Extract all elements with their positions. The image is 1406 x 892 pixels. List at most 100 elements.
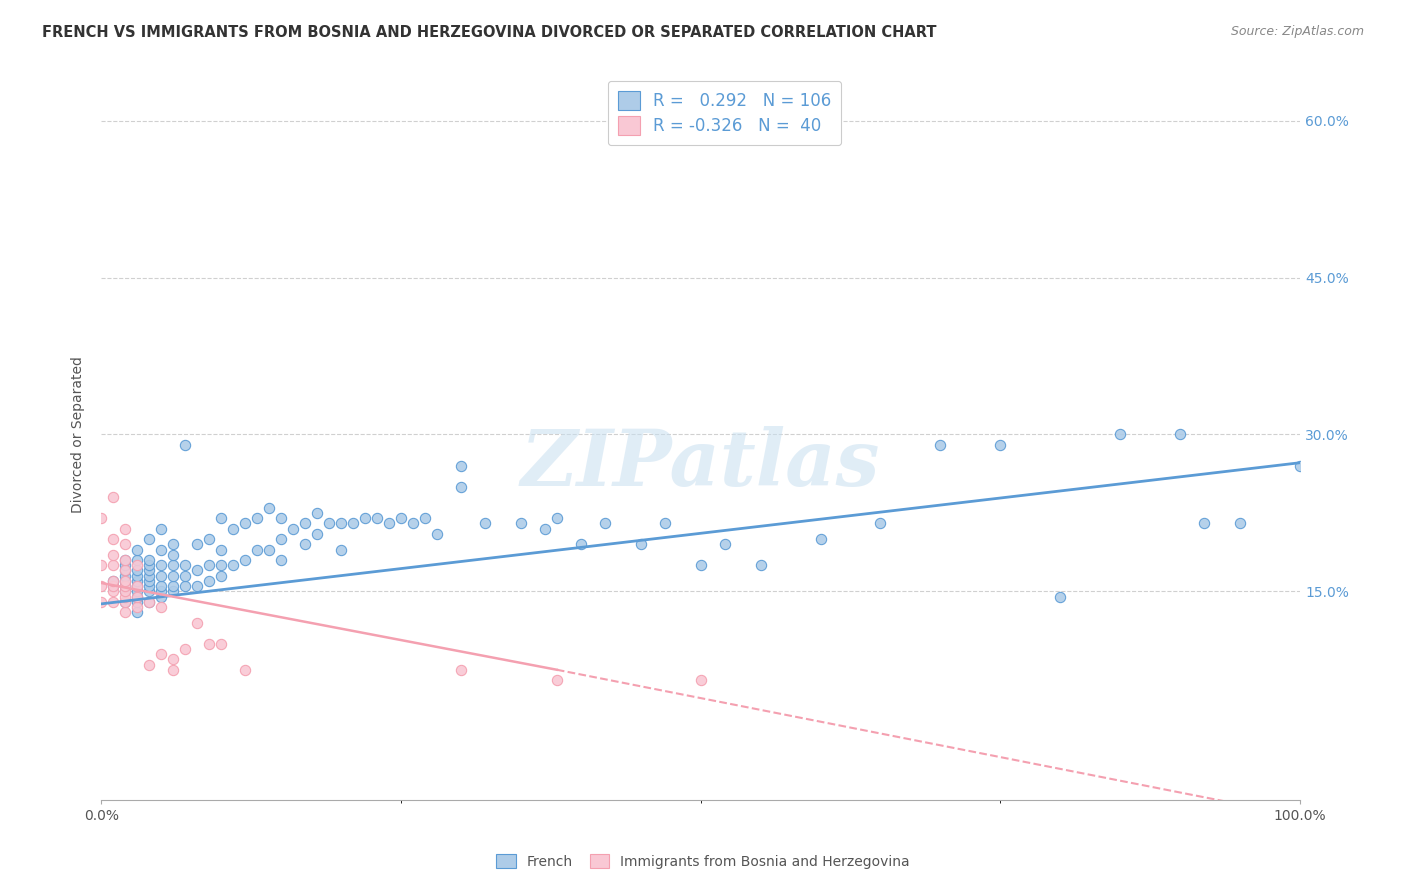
Point: [150, 568, 173, 582]
Point: [127, 563, 149, 577]
Legend: R =   0.292   N = 106, R = -0.326   N =  40: R = 0.292 N = 106, R = -0.326 N = 40: [607, 80, 841, 145]
Point: [150, 579, 173, 593]
Point: [186, 563, 208, 577]
Point: [869, 516, 891, 531]
Point: [209, 558, 232, 573]
Point: [198, 532, 221, 546]
Point: [114, 579, 136, 593]
Point: [162, 652, 184, 666]
Point: [150, 522, 173, 536]
Point: [1049, 590, 1071, 604]
Point: [103, 574, 125, 588]
Point: [138, 584, 160, 599]
Point: [689, 558, 711, 573]
Point: [90, 595, 112, 609]
Text: FRENCH VS IMMIGRANTS FROM BOSNIA AND HERZEGOVINA DIVORCED OR SEPARATED CORRELATI: FRENCH VS IMMIGRANTS FROM BOSNIA AND HER…: [42, 25, 936, 40]
Point: [114, 563, 136, 577]
Point: [198, 574, 221, 588]
Point: [294, 516, 316, 531]
Point: [127, 558, 149, 573]
Point: [138, 574, 160, 588]
Point: [509, 516, 531, 531]
Point: [90, 579, 112, 593]
Point: [546, 673, 568, 688]
Point: [402, 516, 425, 531]
Point: [114, 590, 136, 604]
Point: [270, 532, 292, 546]
Y-axis label: Divorced or Separated: Divorced or Separated: [72, 356, 86, 513]
Point: [593, 516, 616, 531]
Point: [150, 542, 173, 557]
Point: [209, 511, 232, 525]
Point: [1109, 427, 1132, 442]
Point: [546, 511, 568, 525]
Point: [114, 553, 136, 567]
Point: [1192, 516, 1215, 531]
Point: [138, 563, 160, 577]
Point: [114, 563, 136, 577]
Point: [162, 584, 184, 599]
Point: [150, 590, 173, 604]
Point: [426, 526, 449, 541]
Point: [127, 584, 149, 599]
Point: [138, 579, 160, 593]
Point: [209, 542, 232, 557]
Point: [294, 537, 316, 551]
Point: [233, 553, 256, 567]
Point: [127, 579, 149, 593]
Point: [246, 542, 269, 557]
Point: [378, 516, 401, 531]
Point: [330, 542, 353, 557]
Point: [1289, 458, 1312, 473]
Point: [330, 516, 353, 531]
Point: [103, 584, 125, 599]
Point: [114, 579, 136, 593]
Point: [114, 568, 136, 582]
Point: [257, 542, 280, 557]
Point: [186, 579, 208, 593]
Point: [114, 584, 136, 599]
Point: [318, 516, 340, 531]
Point: [114, 537, 136, 551]
Point: [138, 657, 160, 672]
Point: [162, 548, 184, 562]
Point: [103, 558, 125, 573]
Point: [1168, 427, 1191, 442]
Point: [198, 637, 221, 651]
Point: [127, 590, 149, 604]
Point: [342, 516, 364, 531]
Point: [114, 522, 136, 536]
Point: [127, 605, 149, 619]
Point: [569, 537, 592, 551]
Point: [749, 558, 772, 573]
Point: [114, 595, 136, 609]
Point: [127, 574, 149, 588]
Point: [305, 526, 328, 541]
Point: [138, 568, 160, 582]
Point: [450, 458, 472, 473]
Point: [174, 579, 197, 593]
Point: [103, 595, 125, 609]
Point: [138, 595, 160, 609]
Point: [654, 516, 676, 531]
Point: [138, 558, 160, 573]
Point: [127, 553, 149, 567]
Point: [209, 568, 232, 582]
Point: [533, 522, 555, 536]
Point: [689, 673, 711, 688]
Point: [305, 506, 328, 520]
Point: [174, 438, 197, 452]
Point: [209, 637, 232, 651]
Point: [233, 663, 256, 677]
Point: [162, 568, 184, 582]
Point: [103, 574, 125, 588]
Point: [114, 574, 136, 588]
Point: [174, 641, 197, 656]
Point: [281, 522, 304, 536]
Point: [114, 558, 136, 573]
Point: [162, 663, 184, 677]
Point: [198, 558, 221, 573]
Point: [127, 595, 149, 609]
Point: [138, 553, 160, 567]
Point: [127, 542, 149, 557]
